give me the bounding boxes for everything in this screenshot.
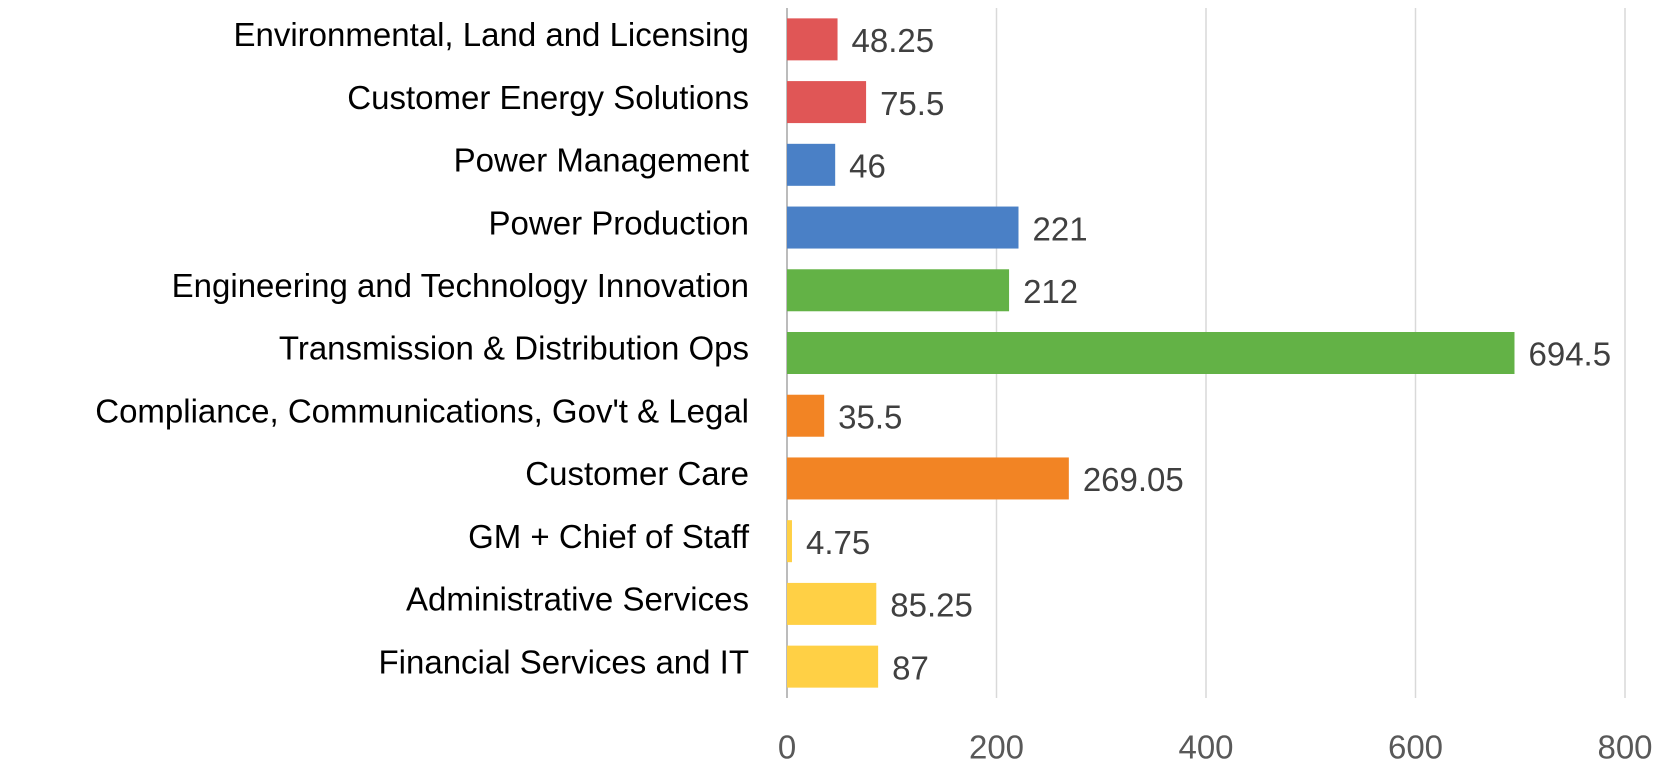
data-label: 4.75 xyxy=(806,524,870,561)
y-tick-label: Power Production xyxy=(489,204,749,241)
bar xyxy=(787,332,1515,374)
y-tick-label: Financial Services and IT xyxy=(379,643,750,680)
bar xyxy=(787,520,792,563)
data-label: 694.5 xyxy=(1528,336,1611,373)
bar xyxy=(787,18,838,61)
data-label: 87 xyxy=(892,649,929,686)
x-tick-label: 600 xyxy=(1388,729,1443,764)
bar xyxy=(787,206,1019,249)
y-tick-label: Transmission & Distribution Ops xyxy=(279,330,749,367)
y-tick-label: Power Management xyxy=(454,142,749,179)
y-tick-label: Customer Energy Solutions xyxy=(347,79,749,116)
bar xyxy=(787,269,1010,312)
bar xyxy=(787,457,1069,500)
y-tick-label: Administrative Services xyxy=(406,581,749,618)
bar xyxy=(787,394,825,437)
x-tick-label: 400 xyxy=(1178,729,1233,764)
x-tick-label: 200 xyxy=(969,729,1024,764)
bar xyxy=(787,143,836,186)
data-label: 269.05 xyxy=(1083,461,1184,498)
bar xyxy=(787,582,877,625)
data-label: 85.25 xyxy=(890,587,973,624)
data-label: 212 xyxy=(1023,273,1078,310)
y-tick-label: Engineering and Technology Innovation xyxy=(172,267,749,304)
data-label: 221 xyxy=(1032,210,1087,247)
y-tick-label: Customer Care xyxy=(525,455,749,492)
y-tick-label: GM + Chief of Staff xyxy=(468,518,750,555)
data-label: 75.5 xyxy=(880,85,944,122)
data-label: 46 xyxy=(849,148,886,185)
bar xyxy=(787,81,867,124)
bar xyxy=(787,645,879,688)
y-tick-label: Compliance, Communications, Gov't & Lega… xyxy=(95,392,749,429)
y-tick-label: Environmental, Land and Licensing xyxy=(233,16,749,53)
data-label: 35.5 xyxy=(838,398,902,435)
data-label: 48.25 xyxy=(852,22,935,59)
x-tick-label: 0 xyxy=(778,729,796,764)
x-tick-label: 800 xyxy=(1597,729,1652,764)
